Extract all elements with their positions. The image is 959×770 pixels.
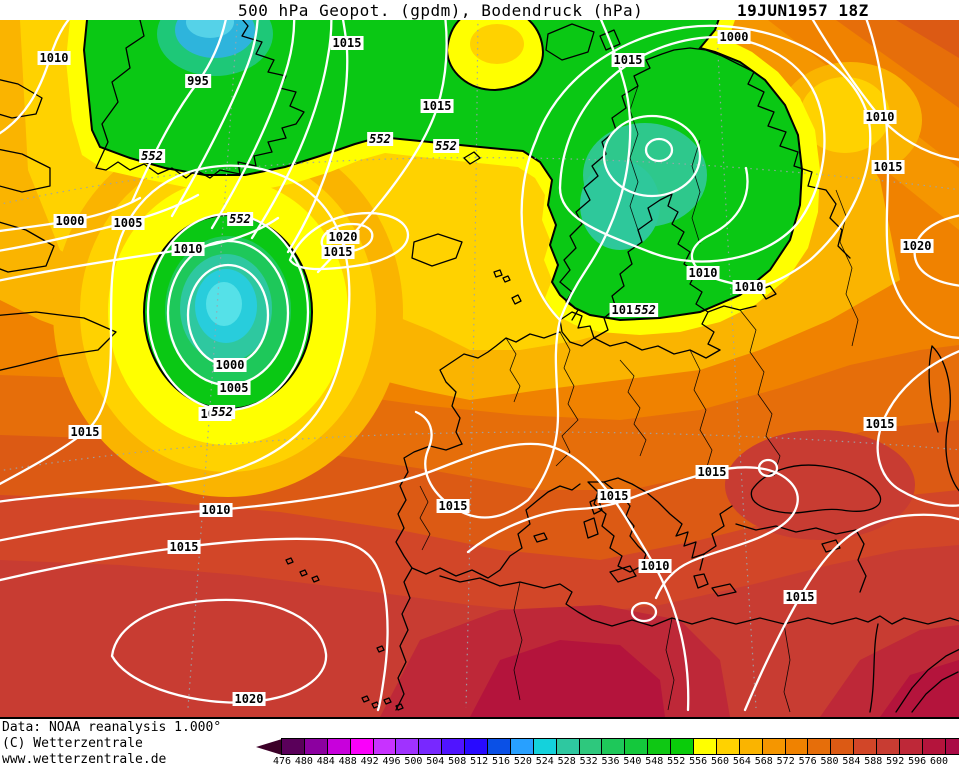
legend-tick-label: 560 [710, 756, 730, 767]
country-borders [419, 85, 859, 713]
legend-bar [256, 738, 959, 755]
legend-color-cell [647, 738, 672, 755]
legend-tick-label: 572 [776, 756, 795, 767]
legend-color-cell [761, 738, 786, 755]
legend-color-cell [693, 738, 717, 755]
legend-tick-label: 496 [382, 756, 401, 767]
legend-color-cell [441, 738, 466, 755]
legend-tick-label: 504 [426, 756, 445, 767]
legend-tick-label: 488 [338, 756, 357, 767]
legend-tick-label: 596 [908, 756, 927, 767]
credits: Data: NOAA reanalysis 1.000° (C) Wetterz… [2, 720, 221, 768]
legend-tick-label: 548 [645, 756, 664, 767]
legend-tick-label: 532 [579, 756, 598, 767]
arctic-yellow-pocket [445, 20, 545, 92]
legend-color-cell [601, 738, 626, 755]
legend-cells [281, 738, 959, 755]
footer: Data: NOAA reanalysis 1.000° (C) Wetterz… [0, 719, 959, 770]
map-canvas: 1010 995 1015 1015 1015 1000 1010 1015 1020 1000 1… [0, 20, 959, 719]
legend-color-cell [624, 738, 649, 755]
legend-color-cell [555, 738, 580, 755]
legend-tick-label: 480 [294, 756, 313, 767]
legend-color-cell [578, 738, 603, 755]
legend-color-cell [715, 738, 740, 755]
legend-tick-label: 500 [404, 756, 423, 767]
legend-color-cell [738, 738, 763, 755]
legend-tick-label: 484 [316, 756, 335, 767]
legend-color-cell [395, 738, 420, 755]
title-bar: 500 hPa Geopot. (gpdm), Bodendruck (hPa)… [0, 0, 959, 20]
legend-color-cell [921, 738, 946, 755]
legend-tick-label: 564 [732, 756, 751, 767]
legend-color-cell [876, 738, 901, 755]
legend-tick-label: 512 [470, 756, 489, 767]
legend-tick-label: 508 [448, 756, 467, 767]
legend-tick-label: 580 [820, 756, 839, 767]
legend-tick-label: 536 [601, 756, 620, 767]
legend-color-cell [349, 738, 374, 755]
legend-color-cell [487, 738, 511, 755]
credit-url: www.wetterzentrale.de [2, 752, 167, 767]
legend-left-arrow [256, 738, 282, 755]
weather-map-svg [0, 20, 959, 717]
graticule [0, 20, 959, 709]
legend-color-cell [784, 738, 809, 755]
legend-tick-label: 540 [623, 756, 642, 767]
legend-tick-label: 592 [886, 756, 905, 767]
legend-tick-label: 492 [360, 756, 379, 767]
legend-tick-label: 600 [929, 756, 949, 767]
legend-color-cell [326, 738, 351, 755]
map-title: 500 hPa Geopot. (gpdm), Bodendruck (hPa) [238, 1, 644, 20]
legend-tick-label: 568 [754, 756, 773, 767]
legend-tick-label: 524 [535, 756, 554, 767]
map-datetime: 19JUN1957 18Z [737, 1, 869, 20]
legend-color-cell [509, 738, 534, 755]
legend-tick-label: 476 [272, 756, 292, 767]
legend-color-cell [418, 738, 443, 755]
legend-color-cell [670, 738, 695, 755]
legend-color-cell [464, 738, 489, 755]
credit-copyright: (C) Wetterzentrale [2, 736, 143, 751]
legend-tick-label: 584 [842, 756, 861, 767]
legend-color-cell [281, 738, 305, 755]
pressure-contours [0, 20, 959, 712]
legend-color-cell [372, 738, 397, 755]
legend-color-cell [899, 738, 923, 755]
legend-color-cell [944, 738, 959, 755]
legend-color-cell [532, 738, 557, 755]
legend-color-cell [807, 738, 832, 755]
legend-color-cell [303, 738, 328, 755]
legend-tick-label: 528 [557, 756, 576, 767]
credit-source: Data: NOAA reanalysis 1.000° [2, 720, 222, 735]
legend-tick-label: 588 [864, 756, 883, 767]
legend-color-cell [853, 738, 878, 755]
legend-tick-label: 576 [798, 756, 817, 767]
legend-tick-label: 520 [513, 756, 532, 767]
legend-tick-label: 556 [689, 756, 708, 767]
green-inner-shades [157, 20, 707, 250]
legend-tick-label: 552 [667, 756, 686, 767]
legend-tick-label: 516 [491, 756, 511, 767]
legend-color-cell [830, 738, 855, 755]
